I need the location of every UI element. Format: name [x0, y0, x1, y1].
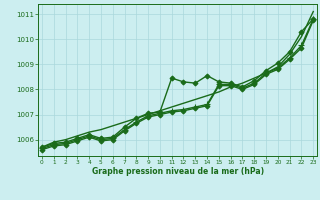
X-axis label: Graphe pression niveau de la mer (hPa): Graphe pression niveau de la mer (hPa) [92, 167, 264, 176]
